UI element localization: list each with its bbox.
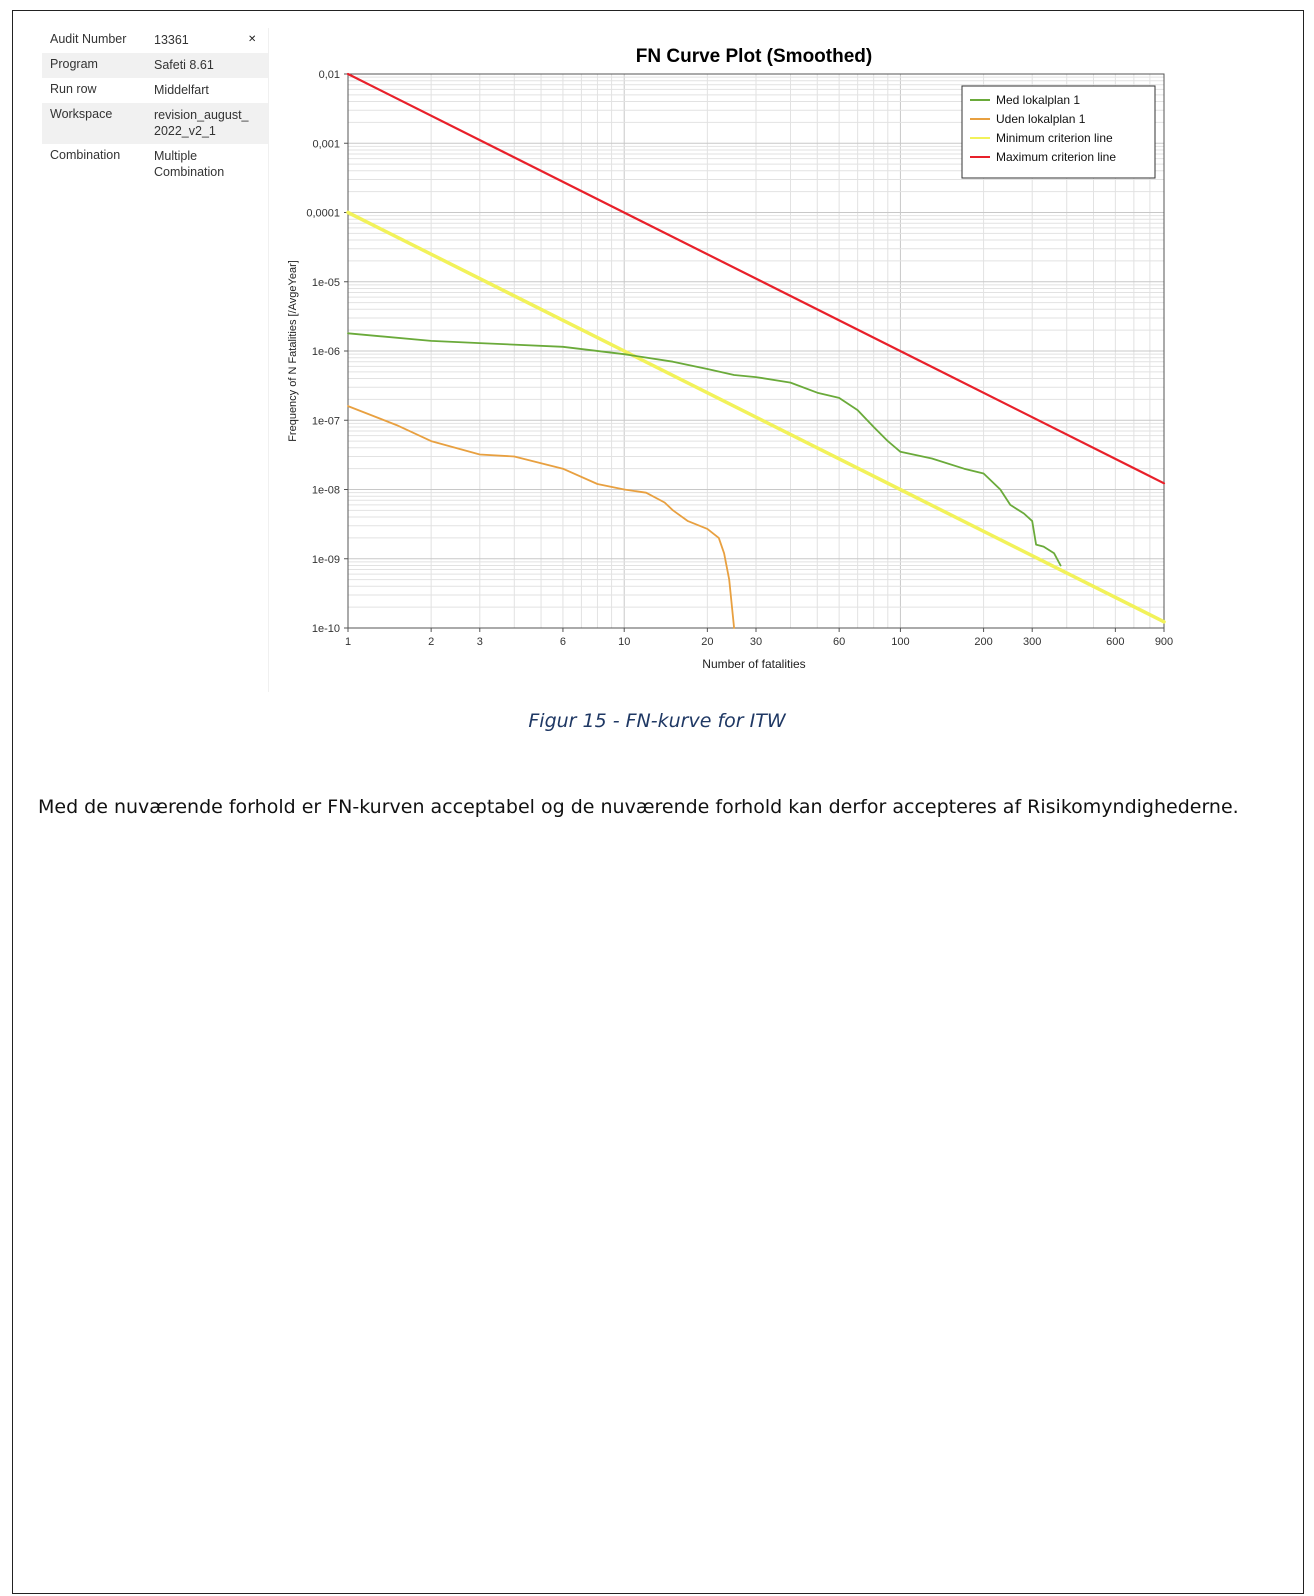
- x-tick-label: 6: [560, 636, 566, 648]
- meta-value: Multiple Combination: [154, 149, 225, 179]
- body-paragraph: Med de nuværende forhold er FN-kurven ac…: [38, 796, 1239, 818]
- x-tick-label: 60: [833, 636, 845, 648]
- meta-label: Combination: [50, 148, 121, 162]
- series-line: [347, 332, 1062, 567]
- meta-row-combination: Combination Multiple Combination: [42, 144, 268, 185]
- x-tick-label: 900: [1155, 636, 1173, 648]
- x-tick-label: 30: [750, 636, 762, 648]
- meta-row-workspace: Workspace revision_august_ 2022_v2_1: [42, 103, 268, 144]
- y-tick-label: 1e-09: [312, 554, 340, 566]
- chart-title: FN Curve Plot (Smoothed): [636, 46, 872, 67]
- page-frame: [12, 10, 1304, 1594]
- chart-series: [346, 72, 1166, 629]
- meta-row-audit-number: Audit Number 13361: [42, 28, 268, 53]
- x-tick-label: 20: [701, 636, 713, 648]
- x-tick-label: 600: [1106, 636, 1124, 648]
- y-tick-label: 1e-10: [312, 623, 340, 635]
- x-tick-label: 100: [891, 636, 909, 648]
- meta-label: Audit Number: [50, 32, 127, 46]
- legend-label: Uden lokalplan 1: [996, 112, 1086, 126]
- meta-row-program: Program Safeti 8.61: [42, 53, 268, 78]
- y-tick-label: 1e-08: [312, 485, 340, 497]
- series-line: [347, 405, 735, 629]
- y-axis-ticks: 1e-10 1e-09 1e-08 1e-07 1e-06 1e-05 0,0001 0,00…: [306, 69, 348, 635]
- x-tick-label: 200: [974, 636, 992, 648]
- meta-value: Safeti 8.61: [154, 58, 214, 72]
- legend-box: [961, 85, 1156, 179]
- meta-value: Middelfart: [154, 83, 209, 97]
- y-axis-label: Frequency of N Fatalities [/AvgeYear]: [287, 260, 299, 442]
- series-line: [346, 210, 1166, 624]
- x-tick-label: 300: [1023, 636, 1041, 648]
- figure-caption: Figur 15 - FN-kurve for ITW: [528, 710, 786, 732]
- y-tick-label: 1e-06: [312, 346, 340, 358]
- legend-label: Minimum criterion line: [996, 131, 1113, 145]
- y-tick-label: 0,0001: [306, 208, 340, 220]
- series-line: [346, 72, 1166, 485]
- x-axis-label: Number of fatalities: [702, 657, 805, 671]
- y-tick-label: 1e-07: [312, 415, 340, 427]
- y-tick-label: 1e-05: [312, 277, 340, 289]
- x-axis-ticks: 1 2 3 6 10 20 30 60 100 200 300 600 900: [345, 628, 1173, 648]
- meta-value: 13361: [154, 33, 189, 47]
- meta-label: Workspace: [50, 107, 113, 121]
- x-tick-label: 2: [428, 636, 434, 648]
- x-tick-label: 10: [618, 636, 630, 648]
- y-tick-label: 0,01: [319, 69, 340, 81]
- legend-label: Med lokalplan 1: [996, 93, 1080, 107]
- fn-curve-chart: FN Curve Plot (Smoothed) 1 2 3 6 10 20 30 60 100…: [287, 46, 1173, 671]
- metadata-panel: Audit Number 13361 Program Safeti 8.61 R…: [42, 28, 269, 692]
- chart-legend: Med lokalplan 1 Uden lokalplan 1 Minimum c…: [961, 85, 1156, 179]
- meta-row-run-row: Run row Middelfart: [42, 78, 268, 103]
- chart-grid: [347, 73, 1165, 629]
- meta-value: revision_august_ 2022_v2_1: [154, 108, 249, 138]
- meta-label: Run row: [50, 82, 97, 96]
- close-icon[interactable]: ✕: [248, 34, 257, 45]
- legend-label: Maximum criterion line: [996, 150, 1116, 164]
- x-tick-label: 3: [477, 636, 483, 648]
- meta-label: Program: [50, 57, 98, 71]
- y-tick-label: 0,001: [312, 138, 340, 150]
- x-tick-label: 1: [345, 636, 351, 648]
